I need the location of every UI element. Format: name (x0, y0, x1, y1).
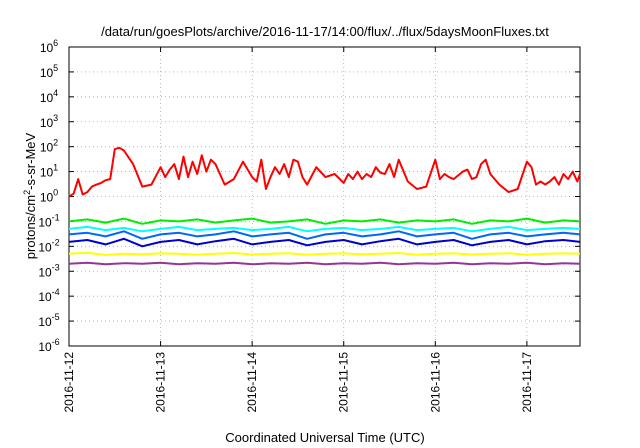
series-line (68, 251, 581, 256)
series-line (68, 146, 581, 198)
x-tick-label: 2016-11-16 (428, 352, 442, 413)
x-tick-label: 2016-11-14 (245, 352, 259, 413)
x-axis-label: Coordinated Universal Time (UTC) (225, 430, 424, 445)
grid-lines (69, 47, 580, 346)
y-tick-label: 100 (40, 188, 58, 205)
y-tick-label: 102 (40, 138, 58, 155)
y-tick-label: 10-6 (38, 337, 59, 354)
x-tick-label: 2016-11-17 (520, 352, 534, 413)
series-line (68, 217, 581, 225)
series-line (68, 225, 581, 233)
series-line (68, 230, 581, 240)
y-tick-label: 105 (40, 63, 58, 80)
x-tick-label: 2016-11-12 (62, 352, 76, 413)
y-tick-label: 101 (40, 163, 58, 180)
y-tick-label: 104 (40, 88, 58, 105)
y-tick-label: 10-1 (38, 212, 59, 229)
series-line (68, 261, 581, 266)
x-tick-label: 2016-11-13 (154, 352, 168, 413)
y-tick-label: 106 (40, 38, 58, 55)
chart-title: /data/run/goesPlots/archive/2016-11-17/1… (101, 24, 549, 39)
series-line (68, 237, 581, 248)
y-axis: 10-6 10-5 10-4 10-3 10-2 10-1 100 101 102 103 104 1… (38, 38, 580, 354)
series-lines (68, 146, 581, 266)
y-tick-label: 10-3 (38, 262, 59, 279)
x-tick-label: 2016-11-15 (337, 352, 351, 413)
x-axis: 2016-11-12 2016-11-13 2016-11-14 2016-11-15… (62, 47, 534, 413)
y-tick-label: 10-4 (38, 287, 59, 304)
y-axis-label: protons/cm2-s-sr-MeV (22, 132, 38, 259)
y-tick-label: 103 (40, 113, 58, 130)
y-tick-label: 10-5 (38, 312, 59, 329)
y-tick-label: 10-2 (38, 237, 59, 254)
